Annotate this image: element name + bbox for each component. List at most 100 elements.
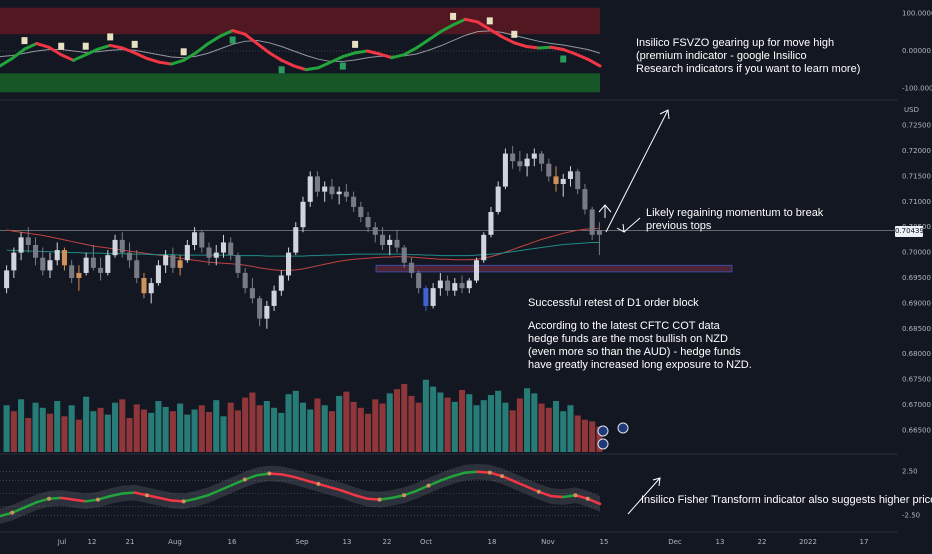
candle-body	[69, 265, 75, 278]
time-axis-tick: Oct	[420, 538, 432, 546]
fisher-signal-dot	[95, 497, 100, 502]
volume-bar	[473, 405, 480, 452]
price-axis-unit: USD	[904, 106, 919, 114]
candle-body	[47, 260, 53, 271]
candle-body	[257, 298, 263, 319]
candle-body	[517, 161, 523, 167]
candle-body	[365, 217, 371, 228]
volume-bar	[97, 407, 104, 452]
event-icon	[617, 422, 629, 434]
volume-bar	[249, 392, 256, 452]
annotation-cot: According to the latest CFTC COT data he…	[528, 320, 752, 372]
candle-body	[589, 209, 595, 235]
fsvzo-main-line-segment	[169, 58, 186, 66]
fisher-line-segment	[586, 497, 602, 506]
volume-bar	[459, 389, 466, 452]
candle-body	[495, 186, 501, 212]
price-y-tick: 0.67000	[902, 401, 931, 409]
volume-bar	[184, 414, 191, 452]
fsvzo-main-line-segment	[561, 48, 578, 56]
fisher-line-segment	[206, 488, 222, 497]
candle-body	[213, 252, 219, 258]
fsvzo-sell-marker	[82, 42, 89, 50]
volume-bar	[581, 419, 588, 452]
volume-bar	[242, 397, 249, 452]
fisher-signal-dot	[46, 496, 51, 501]
fsvzo-main-line-segment	[525, 45, 541, 50]
fisher-arrow	[627, 477, 661, 515]
candle-body	[18, 237, 24, 253]
pointer-arrow-head	[616, 223, 625, 233]
volume-bar	[487, 395, 494, 452]
fsvzo-y-tick: 0.00000	[902, 47, 931, 55]
candle-body	[4, 270, 10, 289]
fsvzo-main-line-segment	[353, 49, 369, 55]
fisher-signal-dot	[402, 493, 407, 498]
volume-bar	[386, 393, 393, 452]
fsvzo-main-line-segment	[341, 51, 357, 59]
time-axis-tick: 15	[600, 538, 609, 546]
fsvzo-sell-marker	[107, 33, 114, 41]
candle-body	[430, 288, 436, 306]
volume-bar	[401, 384, 408, 452]
fsvzo-main-line-segment	[255, 42, 271, 55]
fsvzo-main-line-segment	[267, 51, 284, 62]
volume-bar	[422, 379, 429, 452]
volume-bar	[552, 401, 560, 452]
fsvzo-main-line-segment	[316, 60, 333, 70]
projection-arrow	[605, 109, 669, 233]
fsvzo-main-line-segment	[512, 41, 529, 49]
fisher-line-segment	[194, 493, 210, 500]
annotation-fisher: Insilico Fisher Transform indicator also…	[641, 494, 932, 506]
candle-body	[54, 250, 60, 261]
fisher-line-segment	[35, 497, 51, 504]
price-y-tick: 0.67500	[902, 376, 931, 384]
candle-body	[322, 186, 328, 192]
volume-bar	[350, 401, 357, 452]
volume-bar	[10, 411, 17, 452]
pointer-arrow	[623, 217, 641, 233]
annotation-momentum: Likely regaining momentum to break previ…	[646, 207, 823, 233]
candle-body	[553, 176, 559, 185]
time-axis-tick: 22	[383, 538, 392, 546]
fisher-line-segment	[157, 496, 173, 502]
fisher-envelope	[0, 463, 600, 524]
fsvzo-y-tick: 100.00000	[902, 10, 932, 18]
candle-body	[582, 189, 588, 210]
volume-bar	[140, 409, 147, 452]
fisher-line-segment	[537, 490, 553, 498]
annotation-cot-line1: According to the latest CFTC COT data	[528, 320, 720, 332]
price-y-tick: 0.71500	[902, 172, 931, 180]
candle-body	[177, 260, 183, 268]
fisher-line-segment	[549, 494, 565, 499]
current-price-label: 0.70439	[895, 226, 924, 237]
candle-body	[596, 230, 602, 235]
candle-body	[416, 272, 422, 289]
fsvzo-main-line-segment	[231, 29, 247, 36]
fsvzo-main-line-segment	[549, 45, 565, 52]
candle-body	[170, 255, 176, 268]
candle-body	[155, 265, 161, 284]
volume-bar	[365, 413, 372, 452]
volume-bar	[357, 407, 364, 452]
fisher-line-segment	[390, 493, 406, 500]
fsvzo-main-line-segment	[157, 60, 173, 66]
fisher-signal-dot	[500, 474, 505, 479]
fsvzo-y-tick: -100.00000	[902, 84, 932, 92]
projection-arrow-head	[659, 109, 670, 120]
fsvzo-main-line-segment	[182, 51, 198, 62]
fsvzo-main-line-segment	[145, 56, 161, 64]
fisher-line-segment	[23, 500, 38, 509]
fisher-y-tick: -2.50	[902, 511, 920, 519]
volume-bar	[516, 398, 523, 452]
fisher-line-segment	[353, 493, 369, 500]
fisher-line-segment	[500, 474, 516, 483]
candle-body	[466, 280, 472, 289]
fisher-line-segment	[427, 479, 443, 487]
fisher-line-segment	[366, 497, 381, 501]
fisher-line-segment	[182, 497, 198, 503]
volume-bar	[299, 402, 307, 452]
volume-bar	[162, 406, 169, 452]
